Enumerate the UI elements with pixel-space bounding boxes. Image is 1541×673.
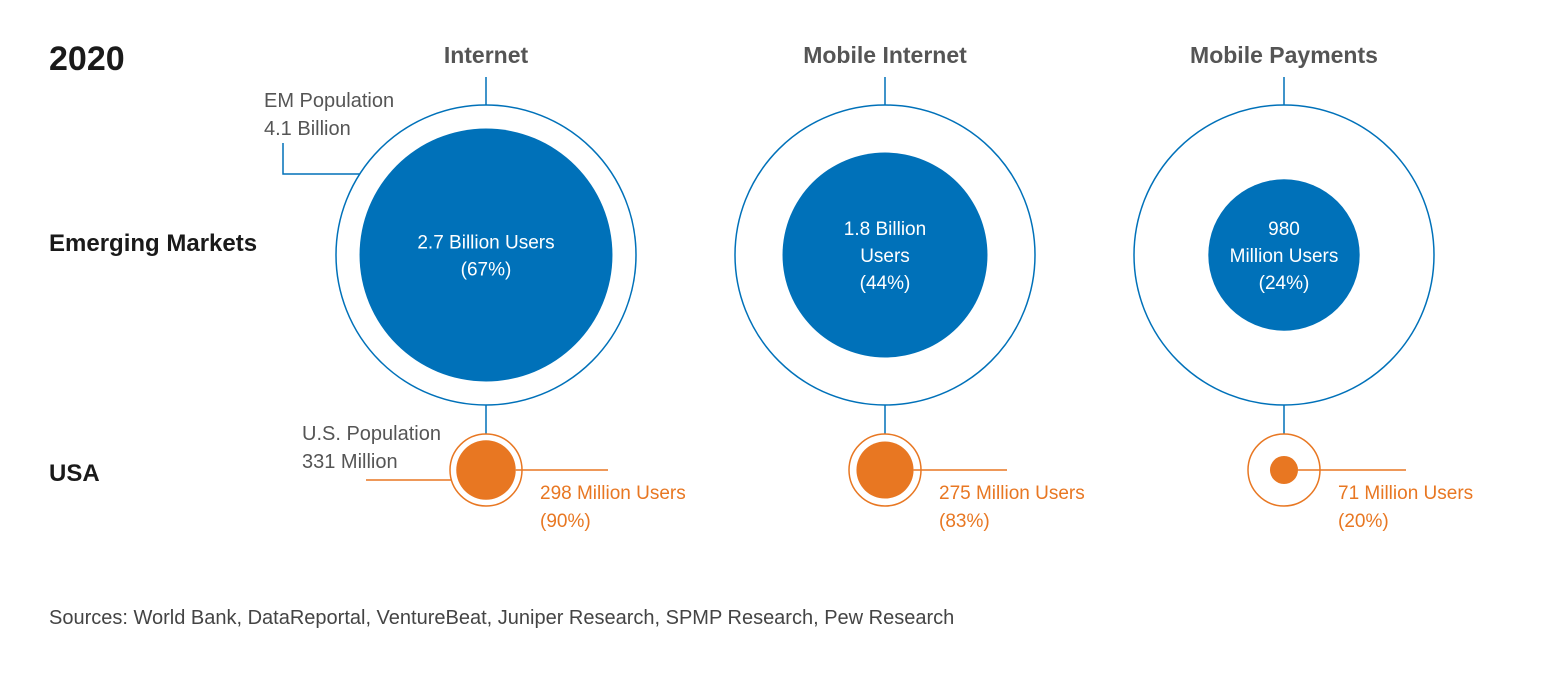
em-users-label-internet-line-2: (67%) xyxy=(461,260,512,281)
em-population-leader-line xyxy=(282,143,360,175)
source-note: Sources: World Bank, DataReportal, Ventu… xyxy=(49,607,954,629)
us-users-label-mobile-payments-line-2: (20%) xyxy=(1338,511,1389,532)
em-users-label-internet-line-1: 2.7 Billion Users xyxy=(417,233,554,254)
row-label-emerging-markets: Emerging Markets xyxy=(49,230,257,257)
em-users-label-mobile-internet-line-1: 1.8 Billion xyxy=(844,219,926,240)
em-users-circle-internet xyxy=(359,128,613,382)
column-title-internet: Internet xyxy=(444,42,529,68)
em-users-label-mobile-internet-line-2: Users xyxy=(860,246,910,267)
em-users-circle-mobile-payments xyxy=(1208,179,1360,331)
us-users-circle-mobile-payments xyxy=(1269,455,1299,485)
us-users-label-mobile-internet-line-1: 275 Million Users xyxy=(939,483,1085,504)
em-population-label: EM Population xyxy=(264,90,394,112)
us-population-label: U.S. Population xyxy=(302,423,441,445)
em-users-circle-mobile-internet xyxy=(782,152,988,358)
us-users-label-mobile-internet-line-2: (83%) xyxy=(939,511,990,532)
column-title-mobile-internet: Mobile Internet xyxy=(803,42,967,68)
chart-marks: Internet 2.7 Billion Users (67%) 298 Millio… xyxy=(335,42,1473,532)
em-population-ring-mobile-payments xyxy=(1133,104,1435,406)
us-users-circle-mobile-internet xyxy=(856,441,914,499)
us-users-label-internet-line-2: (90%) xyxy=(540,511,591,532)
em-users-label-mobile-payments-line-2: Million Users xyxy=(1230,246,1339,267)
em-users-label-mobile-payments-line-3: (24%) xyxy=(1259,273,1310,294)
em-users-label-mobile-payments-line-1: 980 xyxy=(1268,219,1300,240)
row-label-usa: USA xyxy=(49,460,100,487)
us-population-value: 331 Million xyxy=(302,451,398,473)
em-population-ring-mobile-internet xyxy=(734,104,1036,406)
em-population-value: 4.1 Billion xyxy=(264,118,351,140)
us-users-circle-internet xyxy=(456,440,516,500)
column-title-mobile-payments: Mobile Payments xyxy=(1190,42,1378,68)
year-title: 2020 xyxy=(49,40,125,78)
us-users-label-internet-line-1: 298 Million Users xyxy=(540,483,686,504)
em-users-label-mobile-internet-line-3: (44%) xyxy=(860,273,911,294)
us-users-label-mobile-payments-line-1: 71 Million Users xyxy=(1338,483,1473,504)
em-population-ring-internet xyxy=(335,104,637,406)
